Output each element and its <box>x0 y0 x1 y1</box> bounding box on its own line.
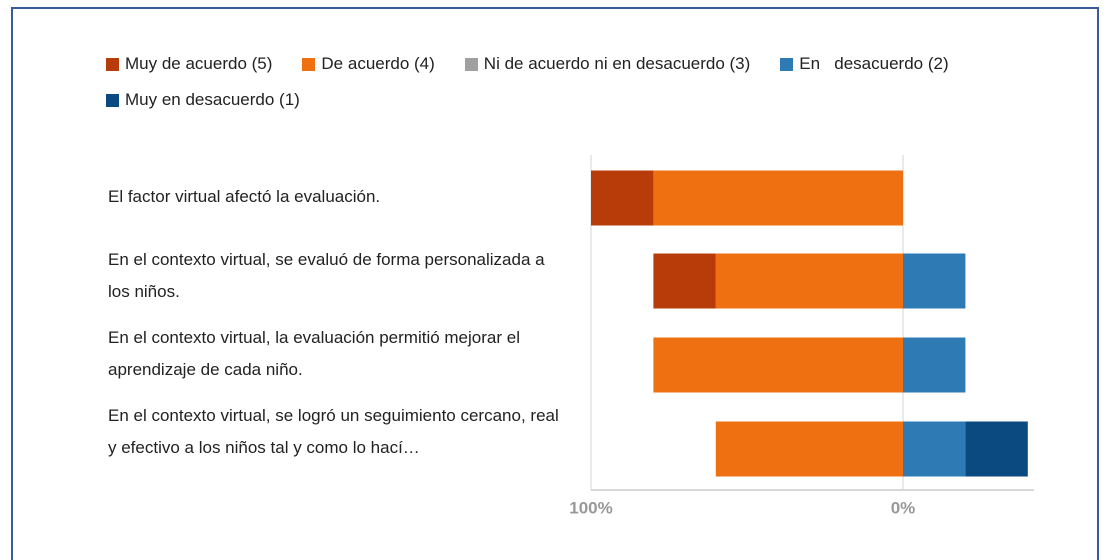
legend-swatch <box>780 57 794 71</box>
bar-segment <box>715 253 903 309</box>
legend: Muy de acuerdo (5) De acuerdo (4) Ni de ac… <box>106 54 1046 110</box>
bar-segment <box>965 421 1028 477</box>
legend-swatch <box>464 57 478 71</box>
bar-segment <box>653 253 716 309</box>
bar-segment <box>653 337 903 393</box>
legend-item: Muy en desacuerdo (1) <box>106 90 300 110</box>
bar-segment <box>903 253 966 309</box>
bar-segment <box>903 337 966 393</box>
x-tick-label: 100% <box>569 498 612 517</box>
frame <box>11 7 1099 560</box>
legend-item: Ni de acuerdo ni en desacuerdo (3) <box>464 54 751 74</box>
legend-swatch <box>106 93 119 107</box>
category-label: El factor virtual afectó la evaluación. <box>108 187 381 206</box>
legend-swatch <box>106 57 119 71</box>
category-label: En el contexto virtual, se logró un segu… <box>108 406 559 457</box>
legend-label: De acuerdo (4) <box>321 54 435 73</box>
legend-item: Muy de acuerdo (5) <box>106 54 272 74</box>
bar-segment <box>903 421 966 477</box>
legend-item: De acuerdo (4) <box>302 54 435 74</box>
category-label: En el contexto virtual, se evaluó de for… <box>108 250 545 301</box>
legend-label: Muy de acuerdo (5) <box>125 54 273 73</box>
category-label: En el contexto virtual, la evaluación pe… <box>108 328 520 379</box>
legend-label: Muy en desacuerdo (1) <box>125 90 300 109</box>
legend-swatch <box>302 57 316 71</box>
bar-segment <box>591 170 654 226</box>
x-tick-label: 0% <box>891 498 916 517</box>
bar-segment <box>715 421 903 477</box>
legend-item: En desacuerdo (2) <box>780 54 949 74</box>
bar-segment <box>653 170 903 226</box>
legend-label: En desacuerdo (2) <box>799 54 949 73</box>
legend-label: Ni de acuerdo ni en desacuerdo (3) <box>483 54 751 73</box>
